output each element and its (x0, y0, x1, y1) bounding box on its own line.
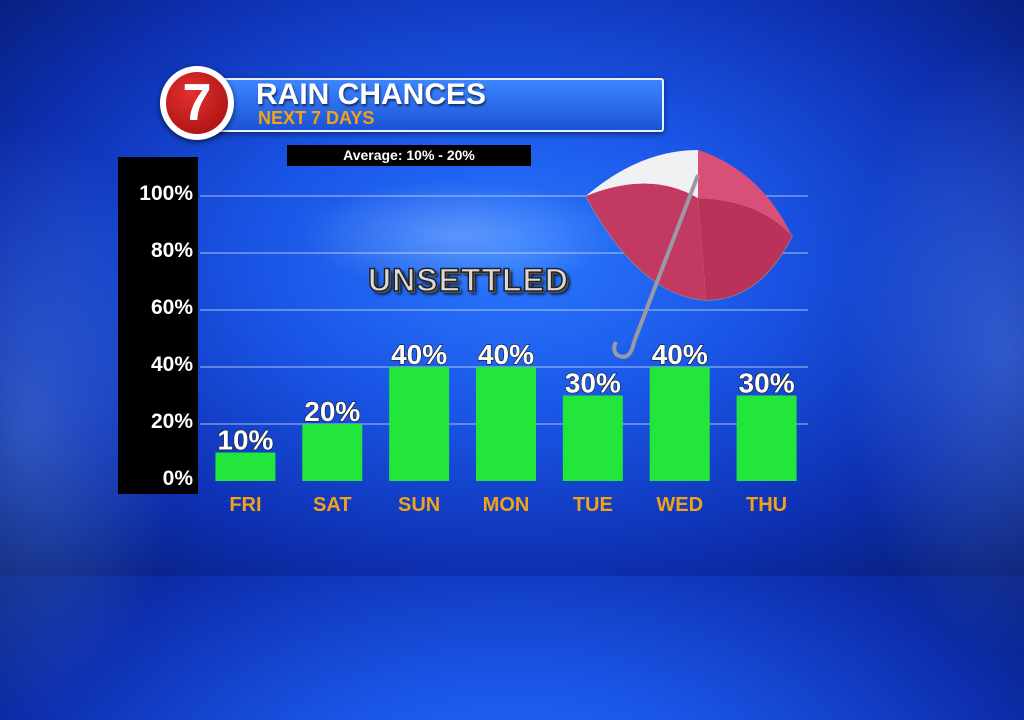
value-label-wed: 40% (652, 339, 708, 370)
title-banner (192, 78, 664, 132)
y-tick-label: 60% (150, 296, 193, 319)
bar-chart: 10% 20% 40% 40% 30% 40% 30% FRI SAT SUN MON TUE WED… (200, 150, 808, 516)
category-label-tue: TUE (573, 494, 613, 516)
value-label-tue: 30% (565, 368, 621, 399)
category-label-sat: SAT (313, 494, 352, 516)
bar-thu (736, 395, 797, 481)
logo-number: 7 (166, 72, 228, 134)
y-tick-label: 20% (150, 410, 193, 433)
value-label-fri: 10% (217, 425, 273, 456)
category-label-sun: SUN (398, 494, 440, 516)
station-logo: 7 (160, 66, 234, 140)
chart-title: RAIN CHANCES (256, 78, 487, 111)
value-label-sat: 20% (304, 396, 360, 427)
category-label-fri: FRI (229, 494, 261, 516)
category-label-mon: MON (483, 494, 530, 516)
y-tick-label: 0% (162, 467, 193, 490)
category-label-thu: THU (746, 494, 787, 516)
value-label-mon: 40% (478, 339, 534, 370)
category-labels: FRI SAT SUN MON TUE WED THU (229, 494, 787, 516)
average-caption: Average: 10% - 20% (287, 145, 531, 166)
bar-sun (389, 367, 450, 481)
y-tick-label: 40% (150, 353, 193, 376)
y-tick-label: 80% (150, 239, 193, 262)
umbrella-icon (585, 150, 793, 359)
value-labels: 10% 20% 40% 40% 30% 40% 30% (217, 338, 795, 456)
bar-tue (562, 395, 623, 481)
unsettled-label: UNSETTLED (367, 261, 569, 299)
value-label-sun: 40% (391, 339, 447, 370)
bars (215, 367, 797, 481)
bar-mon (476, 367, 536, 481)
chart-subtitle: NEXT 7 DAYS (258, 108, 375, 128)
bar-sat (302, 424, 363, 481)
y-tick-label: 100% (139, 182, 193, 205)
bar-fri (215, 452, 276, 481)
y-axis-panel (118, 157, 198, 494)
value-label-thu: 30% (739, 368, 795, 399)
category-label-wed: WED (656, 494, 703, 516)
bar-wed (649, 367, 710, 481)
background-cloud (300, 180, 620, 290)
